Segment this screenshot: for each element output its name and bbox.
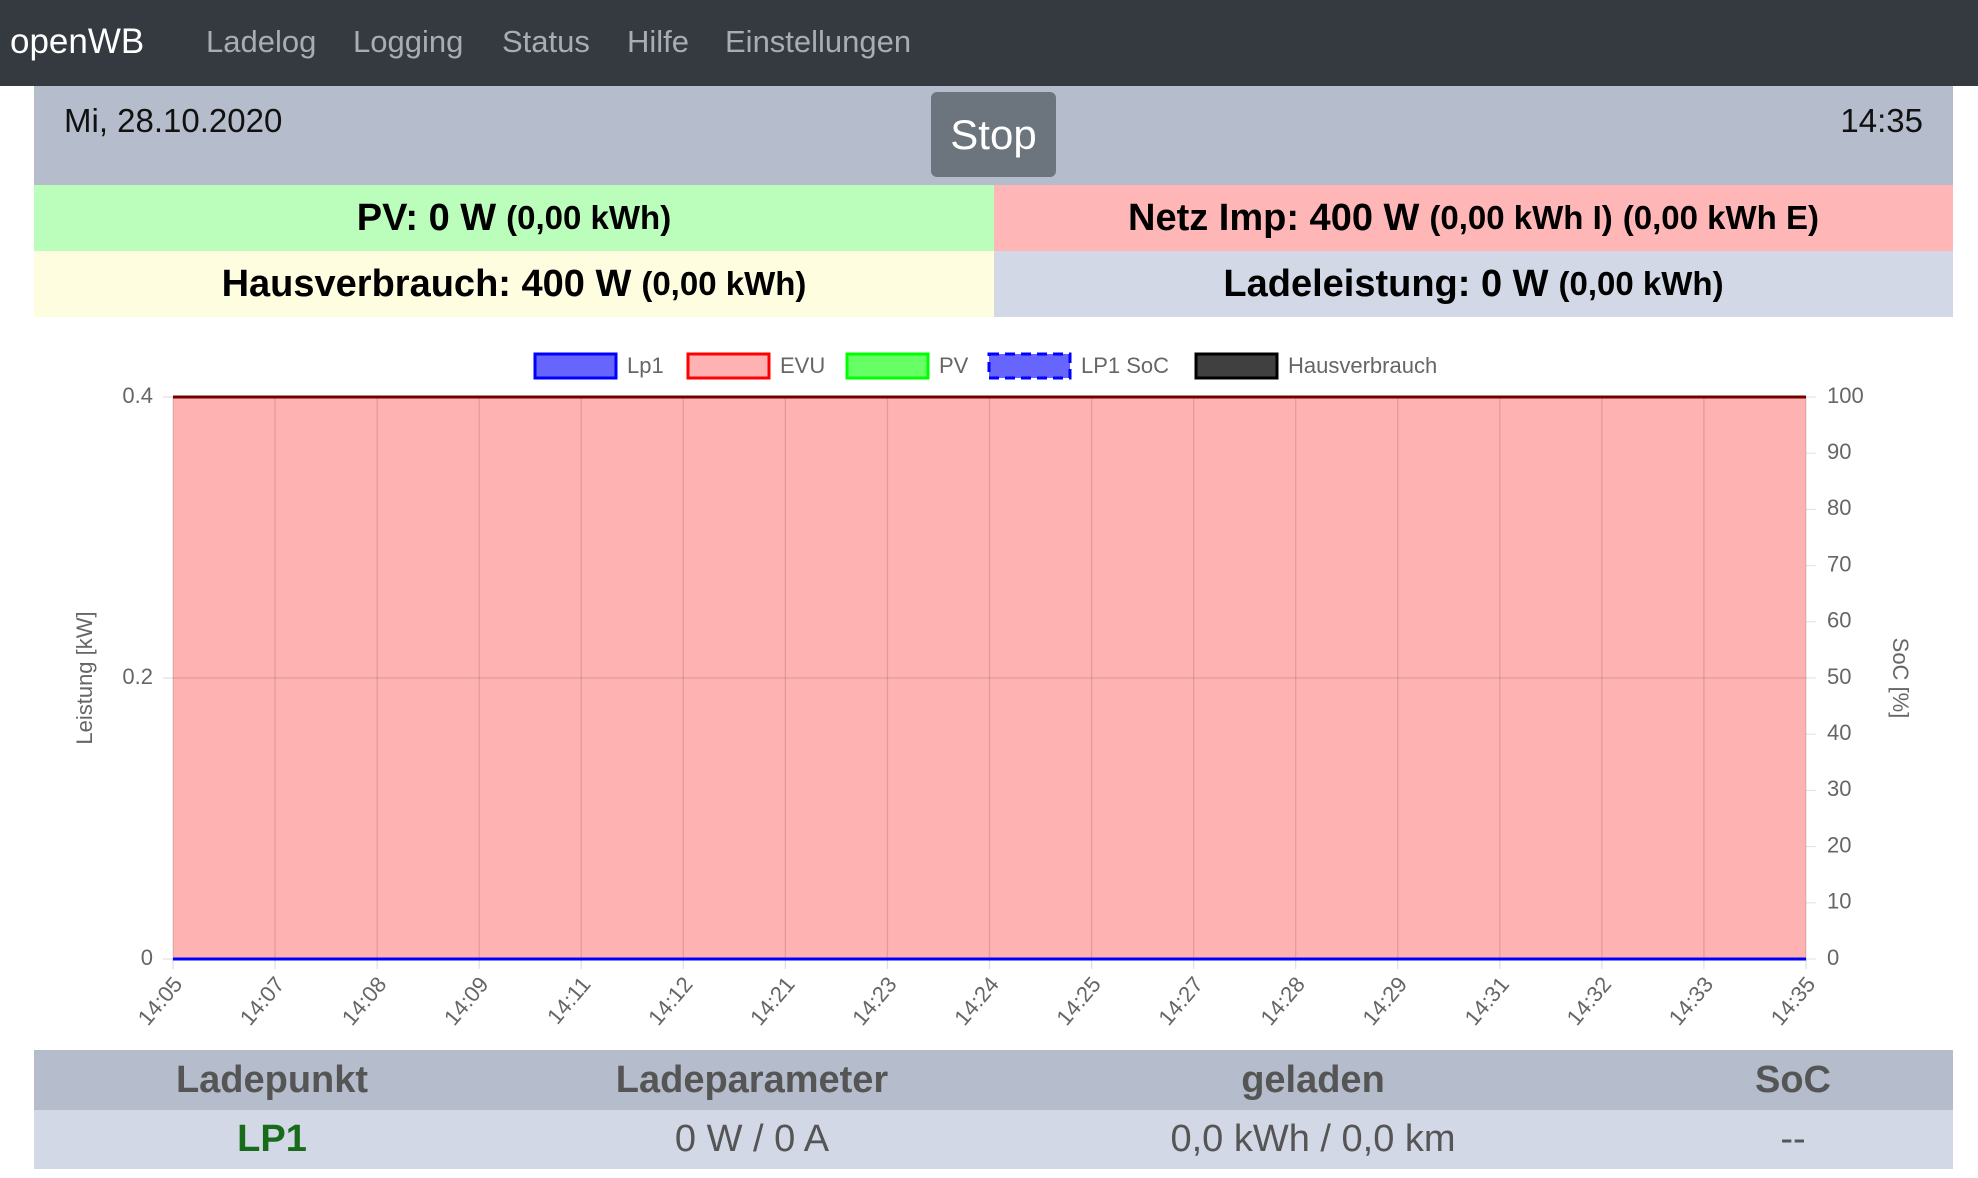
haus-cell: Hausverbrauch: 400 W (0,00 kWh)	[34, 251, 994, 317]
pv-energy: (0,00 kWh)	[506, 199, 672, 236]
x-tick-label: 14:27	[1153, 972, 1208, 1030]
y2-tick-label: 60	[1827, 608, 1851, 633]
legend-label: LP1 SoC	[1081, 353, 1169, 378]
y2-tick-label: 20	[1827, 832, 1851, 857]
pv-cell: PV: 0 W (0,00 kWh)	[34, 185, 994, 251]
y2-tick-label: 70	[1827, 551, 1851, 576]
time: 14:35	[1840, 102, 1923, 139]
x-tick-label: 14:31	[1460, 972, 1515, 1030]
legend-label: EVU	[780, 353, 825, 378]
nav-link[interactable]: Logging	[353, 24, 464, 59]
netz-cell: Netz Imp: 400 W (0,00 kWh I) (0,00 kWh E)	[994, 185, 1953, 251]
x-tick-label: 14:35	[1766, 972, 1821, 1030]
lade-energy: (0,00 kWh)	[1558, 265, 1724, 302]
table-header-cell: Ladepunkt	[175, 1058, 369, 1101]
x-tick-label: 14:29	[1357, 972, 1412, 1030]
header: Mi, 28.10.2020 Stop 14:35	[34, 86, 1953, 185]
legend-swatch	[533, 352, 618, 380]
chart: 0 0.2 0.4 0 10 20 30 40 50 60 70 80 90 100 14:05 14:07 1…	[72, 352, 1913, 1030]
x-tick-label: 14:21	[745, 972, 800, 1030]
x-tick-label: 14:05	[133, 972, 188, 1030]
nav-link[interactable]: Ladelog	[206, 24, 317, 59]
x-tick-label: 14:33	[1664, 972, 1719, 1030]
table-cell: 0,0 kWh / 0,0 km	[1170, 1118, 1456, 1160]
lade-cell: Ladeleistung: 0 W (0,00 kWh)	[994, 251, 1953, 317]
legend-swatch	[1194, 352, 1279, 380]
lade-power: Ladeleistung: 0 W	[1223, 262, 1549, 305]
y2-tick-label: 30	[1827, 776, 1851, 801]
haus-energy: (0,00 kWh)	[641, 265, 807, 302]
netz-export: (0,00 kWh E)	[1622, 199, 1819, 236]
y-axis-title: Leistung [kW]	[72, 611, 97, 744]
date: Mi, 28.10.2020	[64, 102, 283, 139]
table-row	[34, 1110, 1953, 1169]
x-tick-label: 14:09	[439, 972, 494, 1030]
nav-link[interactable]: Hilfe	[627, 24, 690, 59]
haus-power: Hausverbrauch: 400 W	[221, 262, 632, 305]
navbar: openWB Ladelog Logging Status Hilfe Eins…	[0, 0, 1978, 86]
nav-link[interactable]: Einstellungen	[725, 24, 912, 59]
x-tick-label: 14:12	[643, 972, 698, 1030]
brand[interactable]: openWB	[10, 22, 145, 61]
legend-label: Hausverbrauch	[1288, 353, 1437, 378]
table-header-cell: Ladeparameter	[615, 1058, 889, 1101]
pv-power: PV: 0 W	[356, 196, 497, 239]
legend-swatch	[845, 352, 930, 380]
table-cell: LP1	[237, 1118, 307, 1160]
y2-tick-label: 80	[1827, 495, 1851, 520]
legend-label: Lp1	[627, 353, 664, 378]
y-tick-label: 0	[141, 945, 153, 970]
netz-import: (0,00 kWh I)	[1429, 199, 1613, 236]
table-header-cell: SoC	[1755, 1058, 1831, 1101]
y-tick-label: 0.2	[122, 664, 153, 689]
x-tick-label: 14:07	[235, 972, 290, 1030]
y2-tick-label: 90	[1827, 439, 1851, 464]
nav-link[interactable]: Status	[502, 24, 590, 59]
table-cell: 0 W / 0 A	[674, 1118, 830, 1160]
x-tick-label: 14:08	[337, 972, 392, 1030]
stop-button[interactable]: Stop	[931, 92, 1056, 177]
x-tick-label: 14:28	[1255, 972, 1310, 1030]
y2-tick-label: 50	[1827, 664, 1851, 689]
table-header	[34, 1050, 1953, 1110]
netz-power: Netz Imp: 400 W	[1128, 196, 1420, 239]
area	[173, 397, 1806, 959]
table-header-cell: geladen	[1241, 1058, 1385, 1101]
y2-tick-label: 40	[1827, 720, 1851, 745]
x-tick-label: 14:11	[542, 972, 595, 1029]
y2-tick-label: 100	[1827, 383, 1864, 408]
y2-axis-title: SoC [%]	[1888, 638, 1913, 719]
x-tick-label: 14:23	[847, 972, 902, 1030]
x-tick-label: 14:25	[1051, 972, 1106, 1030]
legend-swatch	[686, 352, 771, 380]
y2-tick-label: 0	[1827, 945, 1839, 970]
x-tick-label: 14:32	[1562, 972, 1617, 1030]
y2-tick-label: 10	[1827, 889, 1851, 914]
x-tick-label: 14:24	[949, 972, 1004, 1030]
y-tick-label: 0.4	[122, 383, 153, 408]
legend-label: PV	[939, 353, 969, 378]
table-cell: --	[1780, 1118, 1806, 1160]
legend-swatch	[987, 352, 1072, 380]
